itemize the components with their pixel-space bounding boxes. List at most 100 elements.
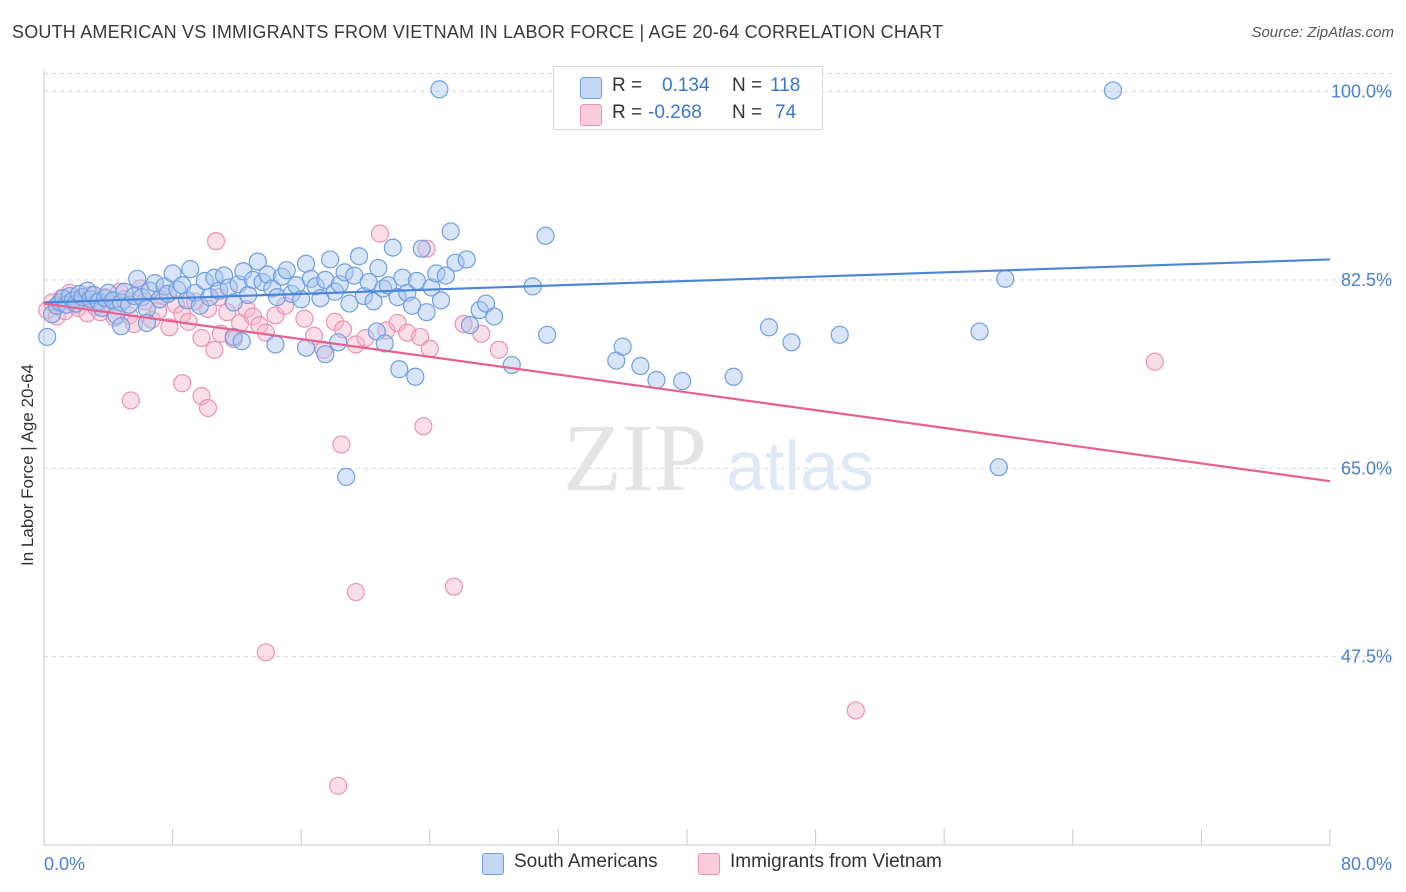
point-south-american	[759, 318, 779, 337]
axes	[43, 70, 1331, 846]
point-south-american	[436, 266, 455, 285]
y-tick-label: 47.5%	[1341, 647, 1392, 667]
point-south-american	[224, 293, 243, 312]
point-south-american	[431, 291, 451, 310]
point-south-american	[673, 371, 692, 391]
watermark-zip: ZIP	[563, 404, 707, 511]
point-south-american	[263, 279, 282, 298]
point-south-american	[232, 332, 251, 351]
point-south-american	[375, 334, 394, 353]
point-south-american	[536, 226, 555, 245]
legend-n-label: N =	[732, 75, 763, 96]
legend-swatch-pink	[698, 853, 720, 875]
y-tick-label: 100.0%	[1331, 82, 1392, 102]
point-south-american	[128, 269, 147, 288]
point-vietnam	[192, 387, 211, 406]
y-axis-label: In Labor Force | Age 20-64	[18, 364, 37, 566]
point-vietnam	[346, 582, 365, 602]
trend-line-south-american	[43, 258, 1331, 304]
point-south-american	[258, 265, 277, 284]
legend-label-vietnam: Immigrants from Vietnam	[730, 851, 942, 872]
point-vietnam	[266, 306, 285, 325]
legend-row-vietnam: R = -0.268 N = 74	[554, 102, 822, 128]
x-tick-label: 0.0%	[44, 854, 85, 874]
point-south-american	[647, 370, 666, 390]
point-south-american	[502, 355, 521, 375]
point-vietnam	[198, 398, 218, 418]
point-south-american	[266, 335, 285, 354]
point-vietnam	[444, 577, 464, 596]
point-vietnam	[454, 314, 473, 334]
point-vietnam	[417, 239, 436, 258]
point-south-american	[724, 367, 743, 386]
point-vietnam	[192, 328, 211, 348]
point-south-american	[412, 239, 431, 258]
point-vietnam	[489, 340, 509, 359]
point-south-american	[970, 322, 989, 341]
point-vietnam	[411, 327, 430, 347]
legend-swatch-pink	[580, 104, 602, 126]
watermark-atlas: atlas	[726, 427, 874, 505]
legend-n-value: 74	[775, 102, 797, 123]
point-south-american	[181, 260, 200, 279]
point-south-american	[388, 288, 407, 307]
legend-label-south-americans: South Americans	[514, 851, 658, 872]
legend-r-label: R =	[612, 75, 643, 96]
point-south-american	[441, 222, 460, 241]
legend-n-label: N =	[732, 102, 763, 123]
point-south-american	[267, 288, 287, 307]
legend-row-south-american: R = 0.134 N = 118	[554, 75, 822, 101]
point-south-american	[989, 458, 1008, 477]
point-south-american	[296, 338, 316, 357]
point-south-american	[538, 325, 557, 344]
point-south-american	[613, 337, 632, 356]
point-south-american	[446, 253, 465, 272]
point-south-american	[830, 325, 849, 344]
point-south-american	[340, 294, 359, 313]
source-credit: Source: ZipAtlas.com	[1251, 24, 1394, 41]
point-vietnam	[160, 318, 179, 337]
legend-r-value: -0.268	[648, 102, 702, 123]
point-south-american	[248, 252, 267, 271]
point-vietnam	[206, 232, 226, 251]
point-south-american	[406, 367, 425, 386]
trend-lines	[43, 258, 1331, 483]
point-south-american	[337, 467, 356, 486]
point-south-american	[476, 294, 496, 313]
point-south-american	[996, 269, 1015, 288]
legend-r-label: R =	[612, 102, 643, 123]
point-south-american	[316, 270, 335, 289]
point-vietnam	[295, 309, 314, 328]
gridlines	[44, 73, 1392, 658]
point-vietnam	[846, 701, 865, 720]
point-south-american	[38, 327, 57, 347]
legend-n-value: 118	[770, 75, 801, 96]
point-south-american	[485, 307, 504, 326]
point-south-american	[631, 356, 650, 376]
trend-line-vietnam	[43, 302, 1331, 483]
point-south-american	[460, 316, 480, 335]
chart-title: SOUTH AMERICAN VS IMMIGRANTS FROM VIETNA…	[12, 22, 944, 42]
point-south-american	[782, 333, 801, 352]
y-tick-label: 82.5%	[1341, 270, 1392, 290]
watermark: ZIP atlas	[563, 404, 874, 511]
point-south-american	[1103, 81, 1123, 100]
point-south-american	[296, 254, 316, 273]
point-south-american	[335, 263, 354, 282]
point-vietnam	[414, 417, 433, 436]
point-south-american	[369, 258, 388, 278]
point-south-american	[349, 247, 369, 266]
point-vietnam	[1145, 352, 1164, 371]
point-south-american	[112, 317, 131, 336]
point-vietnam	[332, 435, 351, 454]
correlation-legend: R = 0.134 N = 118 R = -0.268 N = 74	[553, 66, 823, 130]
point-vietnam	[329, 776, 348, 795]
point-south-american	[430, 80, 449, 99]
point-south-american	[383, 238, 402, 257]
point-vietnam	[256, 643, 275, 662]
point-vietnam	[205, 340, 224, 359]
point-south-american	[214, 266, 234, 285]
point-south-american	[378, 276, 398, 295]
point-south-american	[306, 277, 325, 296]
